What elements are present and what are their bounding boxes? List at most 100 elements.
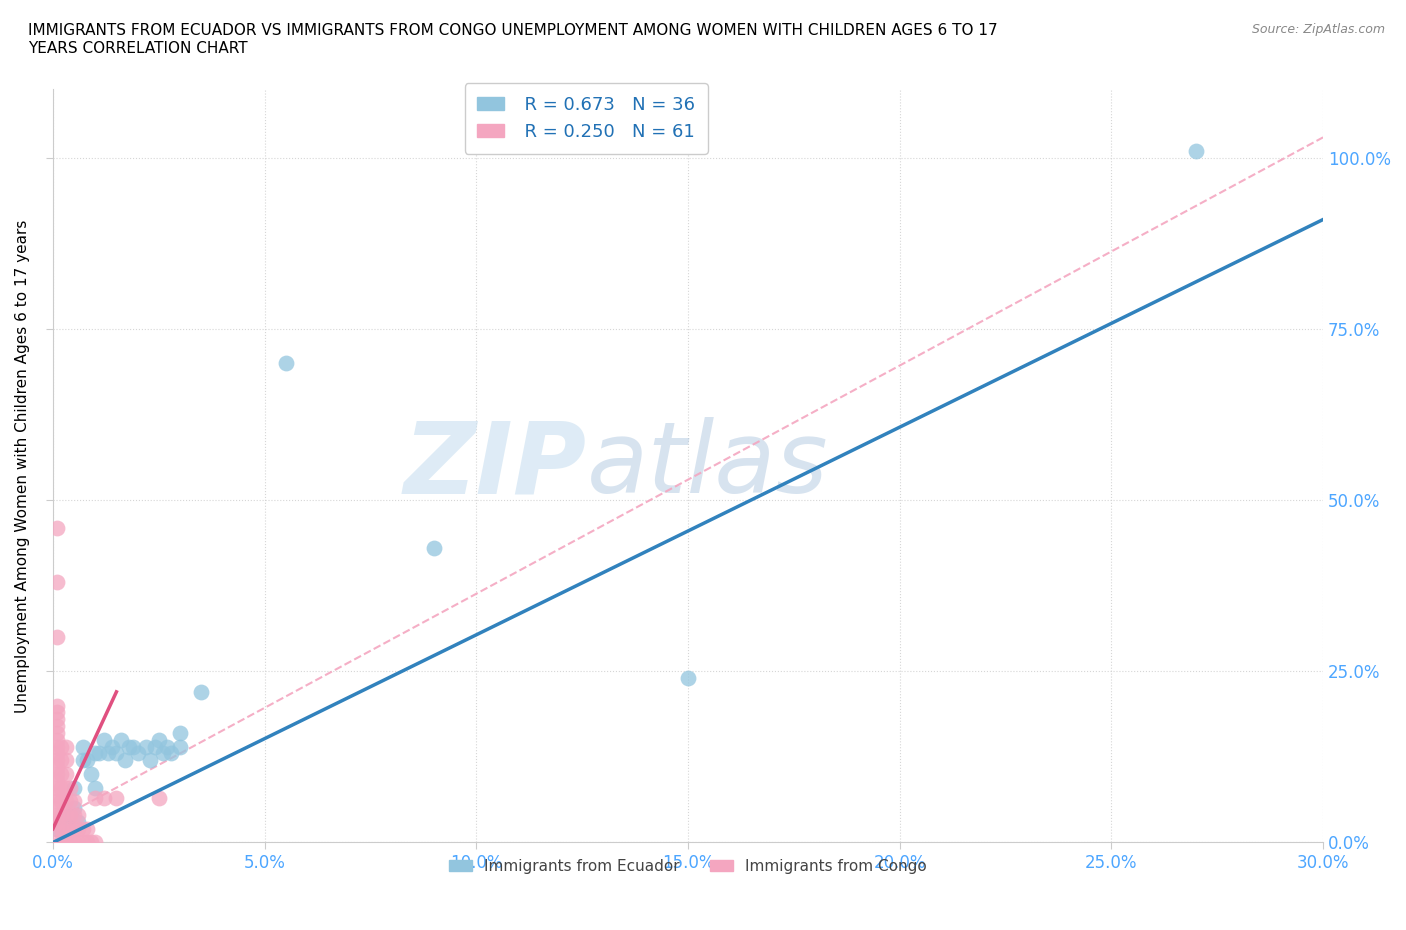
Point [59, 780, 82, 795]
Point [63, 801, 86, 816]
Point [148, 732, 170, 747]
Point [169, 725, 191, 740]
Point [46, 821, 69, 836]
Point [105, 746, 128, 761]
Point [76, 753, 98, 768]
Point [84, 746, 107, 761]
Point [51, 780, 73, 795]
Text: ZIP: ZIP [404, 418, 586, 514]
Point [46, 760, 69, 775]
Point [76, 835, 98, 850]
Point [67, 815, 90, 830]
Point [190, 684, 212, 699]
Point [46, 732, 69, 747]
Point [46, 780, 69, 795]
Point [59, 807, 82, 822]
Text: atlas: atlas [586, 418, 828, 514]
Point [127, 746, 149, 761]
Point [55, 815, 77, 830]
Point [46, 630, 69, 644]
Text: IMMIGRANTS FROM ECUADOR VS IMMIGRANTS FROM CONGO UNEMPLOYMENT AMONG WOMEN WITH C: IMMIGRANTS FROM ECUADOR VS IMMIGRANTS FR… [28, 23, 998, 56]
Point [51, 753, 73, 768]
Point [51, 794, 73, 809]
Point [67, 835, 90, 850]
Point [84, 790, 107, 805]
Point [97, 746, 120, 761]
Point [169, 739, 191, 754]
Point [101, 739, 124, 754]
Point [63, 794, 86, 809]
Point [55, 753, 77, 768]
Point [46, 739, 69, 754]
Point [51, 821, 73, 836]
Point [93, 732, 115, 747]
Point [46, 766, 69, 781]
Point [63, 835, 86, 850]
Point [110, 732, 132, 747]
Point [46, 575, 69, 590]
Point [84, 780, 107, 795]
Point [51, 739, 73, 754]
Point [59, 821, 82, 836]
Point [63, 807, 86, 822]
Point [46, 815, 69, 830]
Point [156, 739, 179, 754]
Point [1185, 143, 1208, 158]
Point [46, 719, 69, 734]
Point [72, 739, 94, 754]
Point [105, 790, 128, 805]
Point [160, 746, 183, 761]
Point [143, 739, 166, 754]
Point [118, 739, 141, 754]
Point [139, 753, 162, 768]
Point [55, 739, 77, 754]
Point [46, 774, 69, 789]
Point [152, 746, 174, 761]
Point [46, 698, 69, 713]
Point [274, 356, 297, 371]
Point [46, 794, 69, 809]
Point [46, 787, 69, 802]
Point [76, 821, 98, 836]
Point [55, 766, 77, 781]
Point [122, 739, 145, 754]
Point [423, 540, 446, 555]
Point [676, 671, 699, 685]
Y-axis label: Unemployment Among Women with Children Ages 6 to 17 years: Unemployment Among Women with Children A… [15, 219, 30, 712]
Point [135, 739, 157, 754]
Point [72, 835, 94, 850]
Point [59, 835, 82, 850]
Point [55, 807, 77, 822]
Point [59, 794, 82, 809]
Point [59, 807, 82, 822]
Point [114, 753, 136, 768]
Point [55, 821, 77, 836]
Point [89, 746, 111, 761]
Point [46, 807, 69, 822]
Point [55, 794, 77, 809]
Point [63, 821, 86, 836]
Point [80, 835, 103, 850]
Point [67, 821, 90, 836]
Point [55, 835, 77, 850]
Point [46, 801, 69, 816]
Point [72, 753, 94, 768]
Point [46, 520, 69, 535]
Point [51, 835, 73, 850]
Point [63, 780, 86, 795]
Point [51, 766, 73, 781]
Point [46, 835, 69, 850]
Point [46, 821, 69, 836]
Point [46, 753, 69, 768]
Point [46, 725, 69, 740]
Point [148, 790, 170, 805]
Point [55, 780, 77, 795]
Point [67, 807, 90, 822]
Point [93, 790, 115, 805]
Point [84, 835, 107, 850]
Legend: Immigrants from Ecuador, Immigrants from Congo: Immigrants from Ecuador, Immigrants from… [443, 853, 934, 880]
Point [46, 746, 69, 761]
Text: Source: ZipAtlas.com: Source: ZipAtlas.com [1251, 23, 1385, 36]
Point [80, 766, 103, 781]
Point [46, 711, 69, 726]
